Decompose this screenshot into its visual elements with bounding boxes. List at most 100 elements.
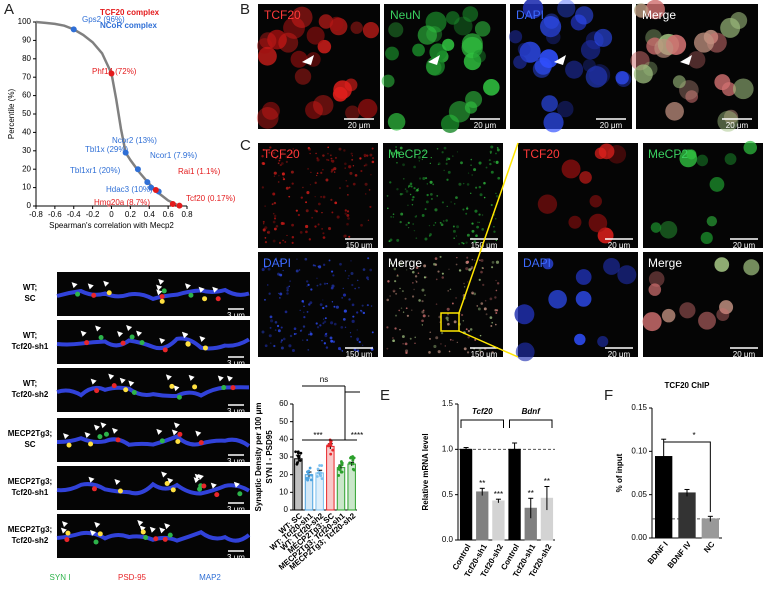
panel-label: A (4, 1, 14, 18)
cell (364, 163, 368, 167)
cell (489, 162, 492, 166)
channel-label: Merge (642, 8, 676, 22)
cell (290, 170, 294, 174)
cell (415, 281, 418, 283)
cell (350, 335, 352, 338)
cell (515, 342, 535, 362)
point-label: Gps2 (96%) (82, 15, 125, 24)
cell (323, 282, 327, 285)
cell (286, 289, 289, 292)
point (134, 166, 141, 173)
cell (429, 233, 432, 236)
puncta (106, 290, 112, 296)
cell (448, 350, 451, 353)
y-tick-label: 0.15 (631, 403, 647, 412)
puncta (169, 383, 175, 389)
channel-label: TCF20 (523, 147, 560, 161)
scale-label: 3 μm (227, 359, 245, 368)
cell (371, 331, 374, 334)
cell (429, 337, 431, 340)
cell (495, 260, 500, 264)
zoom-line (458, 142, 519, 314)
cell (318, 265, 322, 269)
cell (263, 223, 265, 225)
arrowhead (217, 375, 224, 382)
stain-label: SYN I (50, 573, 71, 582)
arrowhead (198, 286, 205, 293)
cell (325, 346, 329, 349)
cell (471, 174, 473, 176)
scale-label: 20 μm (608, 241, 631, 250)
cell (412, 223, 414, 225)
scale-label: 150 μm (346, 241, 373, 250)
cell (286, 286, 290, 290)
arrowhead (226, 375, 233, 382)
cell (495, 152, 497, 155)
row-label: MECP2Tg3; (8, 477, 52, 486)
cell (406, 269, 408, 271)
cell (303, 316, 306, 319)
cell (305, 209, 309, 213)
arrowhead (137, 520, 144, 527)
cell (404, 342, 408, 346)
y-tick-label: 50 (22, 109, 31, 118)
cell (495, 289, 498, 292)
puncta (143, 534, 149, 540)
scale-label: 20 μm (726, 121, 749, 130)
cell (405, 223, 408, 226)
cell (351, 155, 353, 157)
cell (370, 173, 372, 176)
cell (465, 328, 468, 331)
dot (351, 467, 355, 471)
cell (342, 318, 346, 321)
cell (282, 176, 284, 179)
cell (435, 303, 438, 305)
cell (441, 201, 445, 204)
cell (273, 175, 276, 177)
cell (307, 333, 310, 336)
arrowhead (95, 325, 102, 332)
row-label: Tcf20-sh1 (12, 342, 49, 351)
puncta (97, 531, 103, 537)
cell (431, 198, 433, 200)
cell (469, 328, 473, 331)
cell (429, 331, 432, 334)
cell (359, 157, 362, 160)
cell (480, 302, 484, 305)
cell (322, 195, 326, 199)
cell (489, 297, 493, 301)
cell (278, 241, 282, 244)
cell (295, 333, 298, 335)
cell (302, 339, 304, 341)
cell (306, 339, 309, 342)
cell (284, 240, 287, 243)
cell (277, 292, 280, 295)
cell (565, 60, 584, 79)
cell (362, 268, 366, 271)
cell (276, 324, 280, 328)
cell (467, 336, 470, 339)
x-tick-label: -0.4 (67, 210, 81, 219)
cell (392, 339, 395, 343)
cell (514, 304, 535, 325)
cell (367, 219, 370, 222)
cell (340, 325, 344, 329)
cell (363, 164, 366, 167)
arrowhead (197, 473, 204, 480)
cell (422, 314, 426, 318)
dot (329, 443, 333, 447)
cell (424, 294, 426, 296)
cell (368, 189, 371, 191)
panel-label: E (380, 387, 390, 404)
y-tick-label: 1.0 (442, 444, 454, 453)
cell (316, 277, 318, 279)
arrowhead (161, 471, 168, 478)
cell (264, 205, 266, 207)
dot (294, 450, 298, 454)
cell (445, 11, 460, 25)
arrowhead (80, 330, 87, 337)
significance: ** (479, 479, 485, 488)
cell (424, 150, 426, 153)
cell (340, 349, 342, 351)
arrowhead (156, 289, 163, 296)
